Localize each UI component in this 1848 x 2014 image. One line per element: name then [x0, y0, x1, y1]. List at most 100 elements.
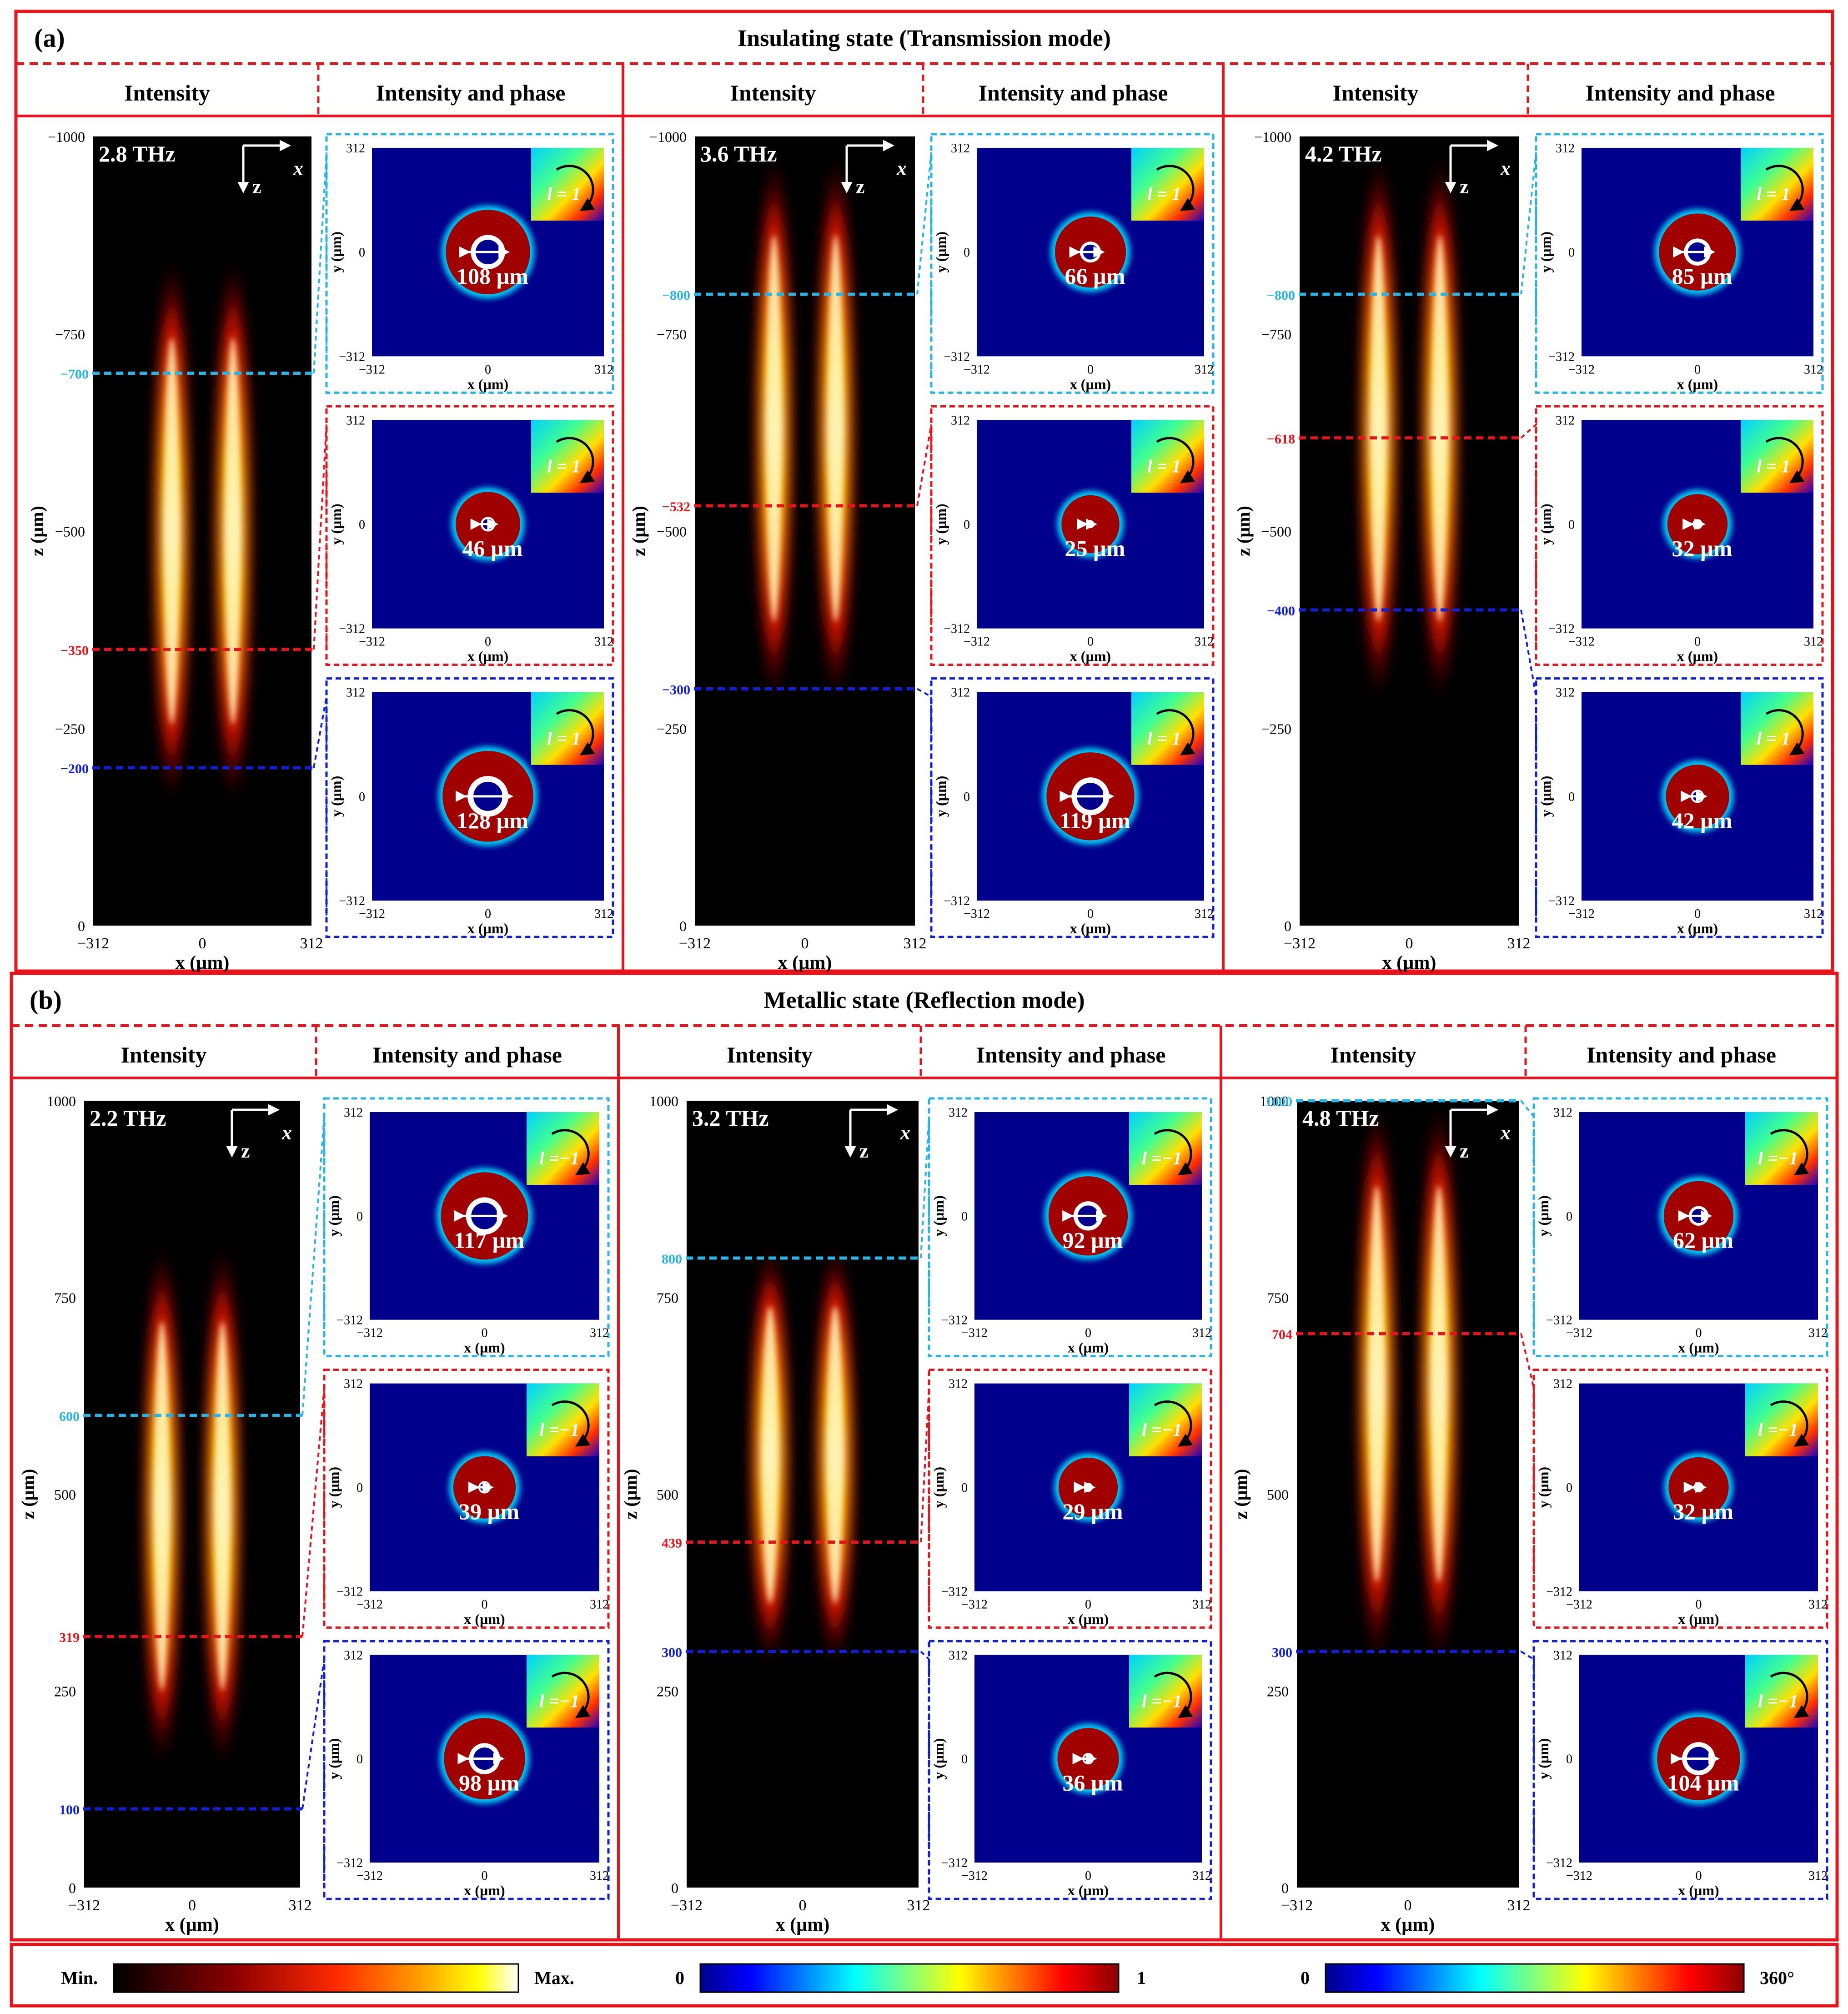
- diameter-label: 66 µm: [1065, 263, 1125, 289]
- y-tick-label: 0: [964, 246, 970, 260]
- intensity-map: [687, 1101, 919, 1888]
- z-tick-label: 0: [78, 918, 85, 934]
- x-tick-label: −312: [68, 1897, 100, 1914]
- inset-x-tick-label: 312: [1195, 907, 1214, 921]
- inset-x-tick-label: 0: [482, 1597, 488, 1611]
- frequency-label: 3.2 THz: [692, 1105, 769, 1131]
- inset-y-axis-label: y (µm): [326, 1738, 342, 1779]
- y-tick-label: 312: [951, 413, 970, 428]
- x-tick-label: 312: [289, 1897, 312, 1914]
- inset-x-tick-label: −312: [961, 1869, 988, 1883]
- column-2.2thz: Intensity Intensity and phase 2.2 THz z x 100…: [18, 1026, 610, 1935]
- inset-y-axis-label: y (µm): [328, 232, 344, 272]
- panel-title: Metallic state (Reflection mode): [763, 987, 1085, 1013]
- x-axis-label: x (µm): [176, 952, 230, 973]
- z-axis-letter: z: [1460, 1140, 1469, 1162]
- z-connector-line: [1520, 609, 1537, 919]
- colorbar-max-label: 360°: [1760, 1968, 1794, 1988]
- vortex-arrow-icon: [1156, 437, 1195, 483]
- x-axis-label: x (µm): [1381, 1914, 1435, 1935]
- inset-x-tick-label: −312: [1566, 1869, 1592, 1883]
- z-axis-label: z (µm): [27, 506, 47, 556]
- inset-1: 85 µm l = 1 312 0 −312−312 0 312 x (µm) y (µm) −8…: [1267, 133, 1824, 394]
- column-4.8thz: Intensity Intensity and phase 4.8 THz z x 100…: [1220, 1026, 1828, 1940]
- inset-x-tick-label: 312: [1804, 635, 1823, 649]
- vortex-arrow-icon: [1154, 1129, 1193, 1176]
- inset-x-tick-label: 0: [1694, 907, 1701, 921]
- inset-y-axis-label: y (µm): [933, 504, 949, 544]
- inset-x-tick-label: −312: [1566, 1597, 1592, 1611]
- z-position-label: −200: [60, 761, 89, 776]
- z-tick-label: 0: [1281, 1880, 1289, 1896]
- z-position-label: 704: [1272, 1327, 1292, 1342]
- x-tick-label: 0: [1406, 935, 1413, 952]
- z-position-label: −700: [60, 367, 89, 382]
- z-tick-label: 500: [657, 1486, 678, 1503]
- inset-y-axis-label: y (µm): [930, 1195, 947, 1236]
- z-connector-line: [1520, 1651, 1535, 1881]
- z-axis-label: z (µm): [1230, 1469, 1251, 1520]
- inset-x-tick-label: 312: [590, 1869, 609, 1883]
- z-connector-line: [1520, 422, 1537, 647]
- diameter-label: 128 µm: [457, 808, 528, 833]
- y-tick-label: 0: [357, 1481, 363, 1495]
- z-connector-line: [301, 1388, 325, 1637]
- inset-x-tick-label: −312: [1568, 363, 1595, 377]
- inset-x-axis-label: x (µm): [1678, 1339, 1719, 1356]
- x-tick-label: −312: [671, 1897, 703, 1914]
- z-tick-label: 0: [679, 918, 687, 934]
- inset-y-axis-label: y (µm): [1535, 1467, 1552, 1508]
- x-axis-label: x (µm): [776, 1914, 830, 1935]
- topological-charge-label: l = 1: [1147, 456, 1181, 477]
- y-tick-label: 0: [1566, 1481, 1572, 1495]
- z-connector-line: [301, 1116, 325, 1416]
- vortex-arrow-icon: [556, 437, 595, 483]
- z-position-label: 100: [59, 1803, 80, 1818]
- z-position-label: 600: [59, 1409, 80, 1424]
- diameter-label: 98 µm: [459, 1770, 519, 1796]
- panel-frame: [14, 10, 1834, 973]
- inset-x-tick-label: 312: [590, 1326, 609, 1340]
- phase-header: Intensity and phase: [976, 1042, 1166, 1067]
- diameter-label: 108 µm: [457, 263, 528, 289]
- z-position-label: −400: [1267, 604, 1295, 619]
- colorbar-strip: Min. Max. 0 1 0 360°: [10, 1943, 1839, 2008]
- diameter-label: 29 µm: [1063, 1499, 1123, 1524]
- y-tick-label: −312: [1548, 894, 1575, 908]
- inset-x-tick-label: 0: [1087, 907, 1094, 921]
- diameter-label: 39 µm: [459, 1499, 519, 1524]
- x-axis-letter: x: [1500, 1122, 1511, 1144]
- y-tick-label: 312: [1556, 413, 1575, 428]
- inset-x-tick-label: −312: [964, 907, 990, 921]
- topological-charge-label: l =−1: [1758, 1691, 1798, 1712]
- inset-1: 108 µm l = 1 312 0 −312−312 0 312 x (µm) y (µm) −…: [60, 133, 614, 394]
- inset-x-tick-label: 312: [1195, 363, 1214, 377]
- y-tick-label: 312: [344, 1106, 363, 1120]
- y-tick-label: −312: [336, 1585, 363, 1599]
- inset-x-tick-label: 312: [1808, 1597, 1828, 1611]
- diameter-label: 92 µm: [1063, 1227, 1123, 1253]
- inset-x-tick-label: −312: [964, 635, 990, 649]
- inset-x-axis-label: x (µm): [464, 1339, 505, 1356]
- inset-x-tick-label: 0: [1085, 1326, 1091, 1340]
- z-connector-line: [1520, 152, 1537, 375]
- y-tick-label: 0: [359, 246, 365, 260]
- inset-x-tick-label: 0: [482, 1326, 488, 1340]
- y-tick-label: 0: [1568, 246, 1575, 260]
- y-tick-label: 0: [357, 1209, 363, 1224]
- frequency-label: 4.2 THz: [1305, 141, 1382, 166]
- topological-charge-label: l = 1: [1757, 728, 1790, 749]
- inset-2: 32 µm l = 1 312 0 −312−312 0 312 x (µm) y (µm) −6…: [1267, 405, 1824, 666]
- inset-y-axis-label: y (µm): [1537, 776, 1554, 817]
- diameter-label: 32 µm: [1673, 1499, 1733, 1524]
- x-tick-label: −312: [1281, 1897, 1313, 1914]
- z-connector-line: [920, 1388, 930, 1610]
- panel-label: (a): [34, 23, 65, 53]
- x-axis-label: x (µm): [1382, 952, 1436, 973]
- vortex-arrow-icon: [1770, 1129, 1809, 1176]
- column-4.2thz: Intensity Intensity and phase 4.2 THz z x −10…: [1222, 64, 1824, 973]
- x-tick-label: −312: [679, 935, 711, 952]
- colorbar-max-label: 1: [1137, 1968, 1146, 1988]
- y-tick-label: −312: [941, 1314, 968, 1328]
- y-tick-label: 0: [1568, 518, 1575, 532]
